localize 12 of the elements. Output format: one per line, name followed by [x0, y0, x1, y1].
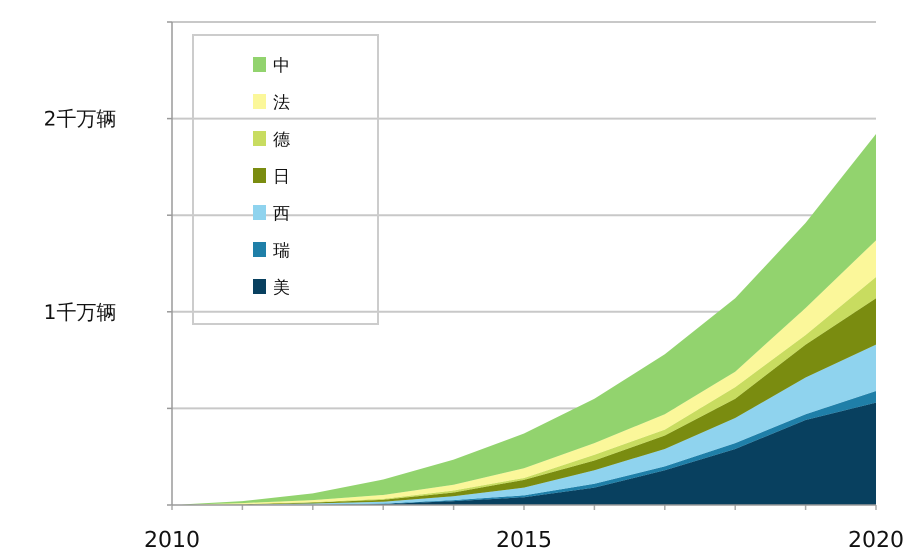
legend-label: 美	[273, 278, 290, 298]
legend-label: 日	[273, 167, 290, 187]
legend-label: 德	[273, 130, 290, 150]
legend-label: 中	[273, 56, 290, 76]
legend-label: 法	[273, 93, 290, 113]
x-tick-label: 2020	[848, 528, 904, 553]
legend-label: 西	[273, 204, 290, 224]
y-tick-label: 1千万辆	[44, 300, 116, 324]
y-tick-label: 2千万辆	[44, 106, 116, 131]
legend-label: 瑞	[273, 241, 290, 261]
x-tick-label: 2015	[496, 528, 552, 553]
x-tick-label: 2010	[144, 528, 200, 553]
